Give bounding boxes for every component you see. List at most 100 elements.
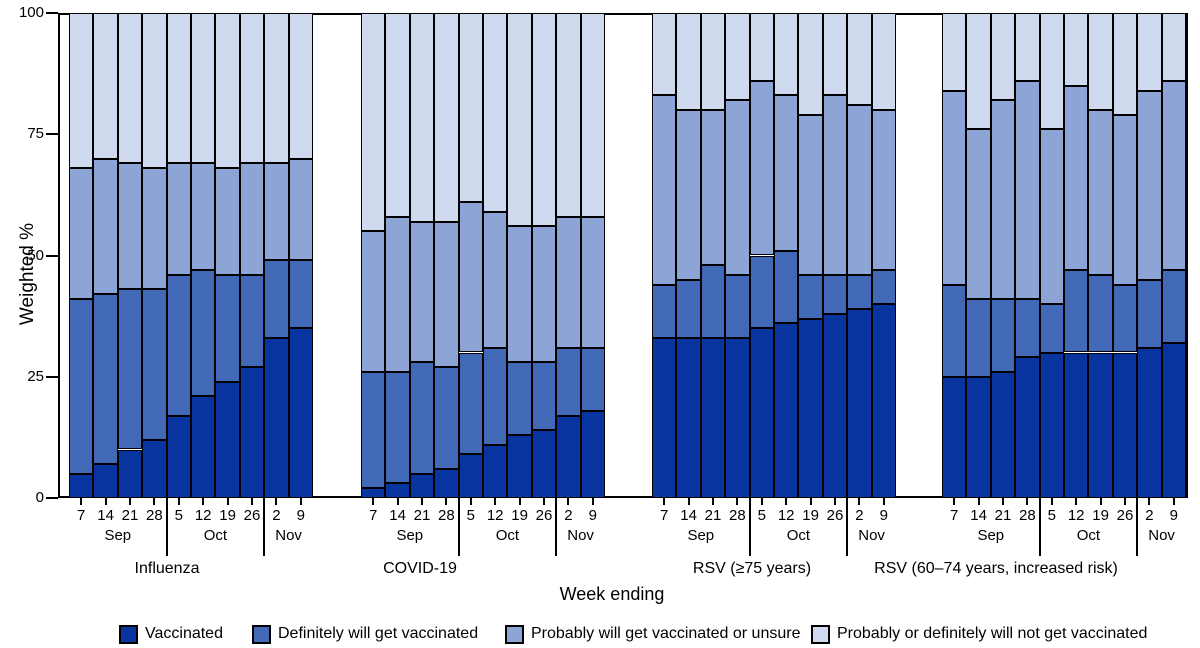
bar-segment [652,337,677,498]
x-date-label: 12 [777,507,795,524]
bar-segment [166,163,191,275]
bar-segment [822,313,848,498]
bar-segment [1015,80,1040,300]
x-date-label: 28 [146,507,163,524]
bar-segment [239,13,265,164]
bar-segment [798,114,823,275]
y-tick [46,497,58,499]
bar-segment [69,13,94,169]
x-tick [687,498,690,505]
bar-segment [361,371,386,489]
bar-segment [1064,352,1089,498]
bar-segment [990,13,1016,101]
bar-segment [1112,284,1138,353]
x-tick [518,498,521,505]
bar-segment [93,464,118,498]
bar-segment [69,299,94,474]
bar-segment [1112,114,1138,285]
bar-segment [166,13,191,164]
bar-segment [215,168,240,275]
bar-segment [676,110,701,280]
bar-segment [700,110,726,266]
y-tick-label: 25 [27,367,44,385]
x-date-label: 5 [1047,507,1056,524]
bar-segment [847,274,872,309]
x-date-label: 12 [486,507,504,524]
x-tick [1148,498,1151,505]
bar-segment [1015,299,1040,358]
bar-segment [142,439,167,498]
bar-segment [798,318,823,498]
x-date-label: 14 [97,507,114,524]
bar-segment [483,13,508,212]
x-date-label: 21 [121,507,139,524]
x-date-label: 5 [757,507,766,524]
bar-segment [166,274,191,416]
bar-segment [725,13,750,101]
bar-segment [1112,352,1138,498]
legend-item-will-not: Probably or definitely will not get vacc… [811,624,1147,644]
bar-segment [93,158,118,295]
bar-segment [215,274,240,382]
x-date-label: 26 [1116,507,1134,524]
x-date-label: 21 [413,507,431,524]
x-date-label: 26 [535,507,553,524]
bar-segment [652,284,677,338]
legend-item-probably-unsure: Probably will get vaccinated or unsure [505,624,800,644]
bar-segment [556,415,581,498]
x-month-label: Nov [1148,527,1175,544]
x-date-label: 7 [369,507,378,524]
bar-segment [774,250,799,324]
bar-segment [725,100,750,275]
bar-segment [1161,13,1186,81]
bar-segment [676,279,701,338]
bar-segment [725,274,750,338]
bar-segment [966,376,991,498]
bar-segment [871,304,896,498]
bar-segment [93,294,118,465]
x-tick [953,498,956,505]
bar-segment [942,376,967,498]
x-tick [421,498,423,505]
bar-segment [288,13,313,159]
bar-segment [1015,13,1040,81]
bar-segment [966,13,991,130]
bar-segment [556,216,581,348]
bar-segment [774,323,799,498]
bar-segment [847,13,872,106]
bar-segment [288,158,313,261]
x-axis-title: Week ending [559,584,665,604]
bar-segment [1088,352,1113,498]
panel-title-rsv-60-74: RSV (60–74 years, increased risk) [874,560,1118,577]
y-axis-title: Weighted % [17,222,38,326]
x-tick [299,498,302,505]
y-tick [46,375,58,378]
bar-segment [69,473,94,498]
x-tick [1172,498,1175,505]
bar-segment [264,260,289,338]
x-tick [1050,498,1053,505]
bar-segment [434,468,459,498]
x-date-label: 12 [194,507,212,524]
x-date-label: 2 [1145,507,1154,524]
x-tick [251,498,253,505]
x-date-label: 7 [660,507,669,524]
bar-segment [385,483,410,498]
x-tick [1124,498,1126,505]
bar-segment [434,13,459,222]
x-tick [736,498,739,505]
x-tick [445,498,448,505]
month-separator [1038,498,1041,556]
bar-segment [1039,129,1064,304]
bar-segment [288,260,313,329]
x-date-label: 21 [994,507,1012,524]
bar-segment [191,396,216,498]
bar-segment [871,13,896,110]
month-separator [846,498,849,556]
x-date-label: 26 [243,507,261,524]
x-tick [567,498,570,505]
bar-segment [1039,13,1064,130]
x-date-label: 14 [970,507,987,524]
bar-segment [117,289,143,450]
